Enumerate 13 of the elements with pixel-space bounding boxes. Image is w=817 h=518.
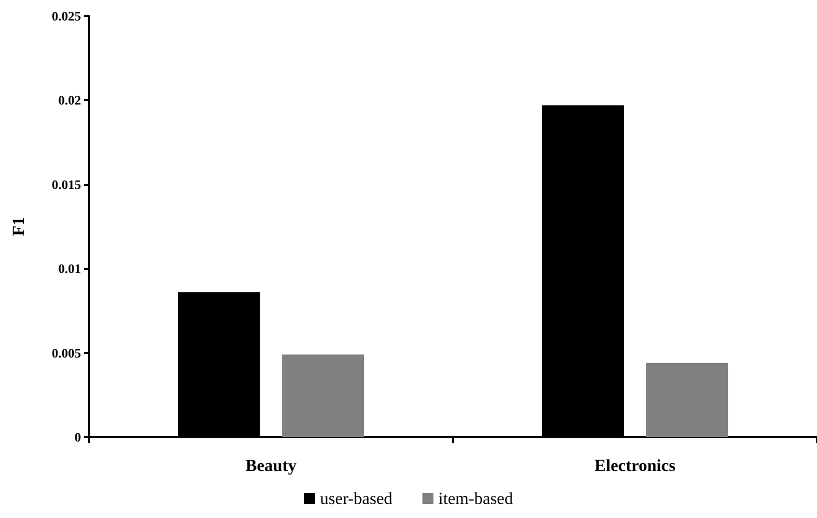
bar bbox=[282, 354, 364, 437]
legend-label: item-based bbox=[438, 489, 514, 508]
y-axis-title: F1 bbox=[9, 217, 28, 236]
y-tick-label: 0.005 bbox=[52, 345, 82, 360]
y-tick-label: 0.025 bbox=[52, 8, 82, 24]
y-tick-label: 0.015 bbox=[52, 176, 82, 192]
bar bbox=[646, 362, 728, 437]
y-tick-label: 0.01 bbox=[58, 261, 81, 276]
x-tick-label: Electronics bbox=[594, 456, 676, 475]
legend-label: user-based bbox=[320, 489, 393, 508]
x-tick-label: Beauty bbox=[246, 456, 297, 475]
y-tick-label: 0.02 bbox=[58, 92, 81, 108]
y-tick-label: 0 bbox=[74, 430, 81, 444]
